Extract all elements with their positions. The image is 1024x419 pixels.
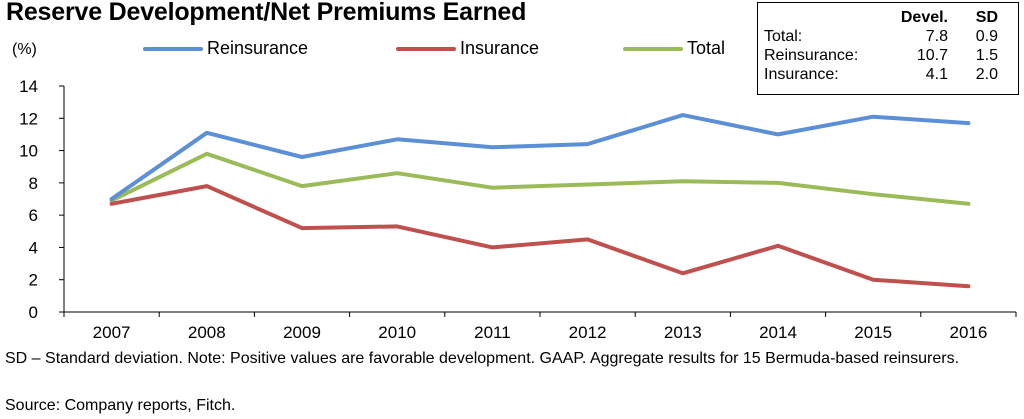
y-tick-label: 8	[29, 174, 38, 193]
legend-item-reinsurance: Reinsurance	[143, 38, 308, 59]
stats-row-label: Insurance:	[764, 66, 839, 83]
legend-label-reinsurance: Reinsurance	[207, 38, 309, 58]
y-tick-label: 14	[19, 77, 38, 96]
chart-title: Reserve Development/Net Premiums Earned	[6, 0, 527, 26]
x-tick-label: 2009	[283, 323, 321, 342]
x-tick-label: 2012	[569, 323, 607, 342]
x-tick-label: 2013	[664, 323, 702, 342]
legend-swatch-total	[623, 46, 683, 51]
line-chart: 0 2 4 6 8 10 12 14 2007 2008 2009 2010 2011 2012 2013 2…	[19, 77, 1017, 342]
source-note: Source: Company reports, Fitch.	[5, 397, 236, 414]
x-tick-label: 2014	[759, 323, 797, 342]
x-tick-label: 2016	[949, 323, 987, 342]
stats-row-total: Total: 7.8 0.9	[764, 27, 998, 46]
stats-header-row: Devel. SD	[764, 8, 998, 27]
x-tick-label: 2015	[854, 323, 892, 342]
stats-row-label: Reinsurance:	[764, 47, 859, 64]
x-tick-label: 2007	[93, 323, 131, 342]
legend-item-insurance: Insurance	[396, 38, 539, 59]
x-tick-label: 2008	[188, 323, 226, 342]
y-tick-label: 0	[29, 303, 38, 322]
y-tick-label: 12	[19, 109, 38, 128]
y-axis-unit-label: (%)	[12, 41, 37, 58]
legend-item-total: Total	[623, 38, 725, 59]
legend-swatch-insurance	[396, 46, 456, 51]
y-tick-label: 4	[29, 238, 38, 257]
stats-row-sd: 2.0	[975, 66, 998, 83]
series-line-total	[109, 151, 971, 206]
y-tick-label: 2	[29, 271, 38, 290]
series-line-insurance	[109, 184, 971, 289]
legend-swatch-reinsurance	[143, 46, 203, 51]
stats-row-insurance: Insurance: 4.1 2.0	[764, 65, 998, 84]
stats-header-devel: Devel.	[900, 9, 948, 26]
y-tick-label: 10	[19, 142, 38, 161]
stats-row-devel: 10.7	[916, 47, 948, 64]
stats-row-sd: 1.5	[975, 47, 998, 64]
footnote: SD – Standard deviation. Note: Positive …	[5, 350, 960, 367]
stats-table: Devel. SD Total: 7.8 0.9 Reinsurance: 10…	[764, 8, 998, 84]
stats-row-devel: 4.1	[925, 66, 948, 83]
stats-header-sd: SD	[975, 9, 998, 26]
legend-label-total: Total	[687, 38, 726, 58]
stats-row-reinsurance: Reinsurance: 10.7 1.5	[764, 46, 998, 65]
y-tick-label: 6	[29, 206, 38, 225]
stats-row-devel: 7.8	[925, 28, 948, 45]
x-tick-label: 2011	[474, 323, 511, 342]
stats-row-label: Total:	[764, 28, 803, 45]
x-tick-label: 2010	[378, 323, 416, 342]
series-line-reinsurance	[109, 113, 971, 201]
stats-table-box: Devel. SD Total: 7.8 0.9 Reinsurance: 10…	[757, 2, 1019, 95]
stats-row-sd: 0.9	[975, 28, 998, 45]
legend-label-insurance: Insurance	[460, 38, 540, 58]
